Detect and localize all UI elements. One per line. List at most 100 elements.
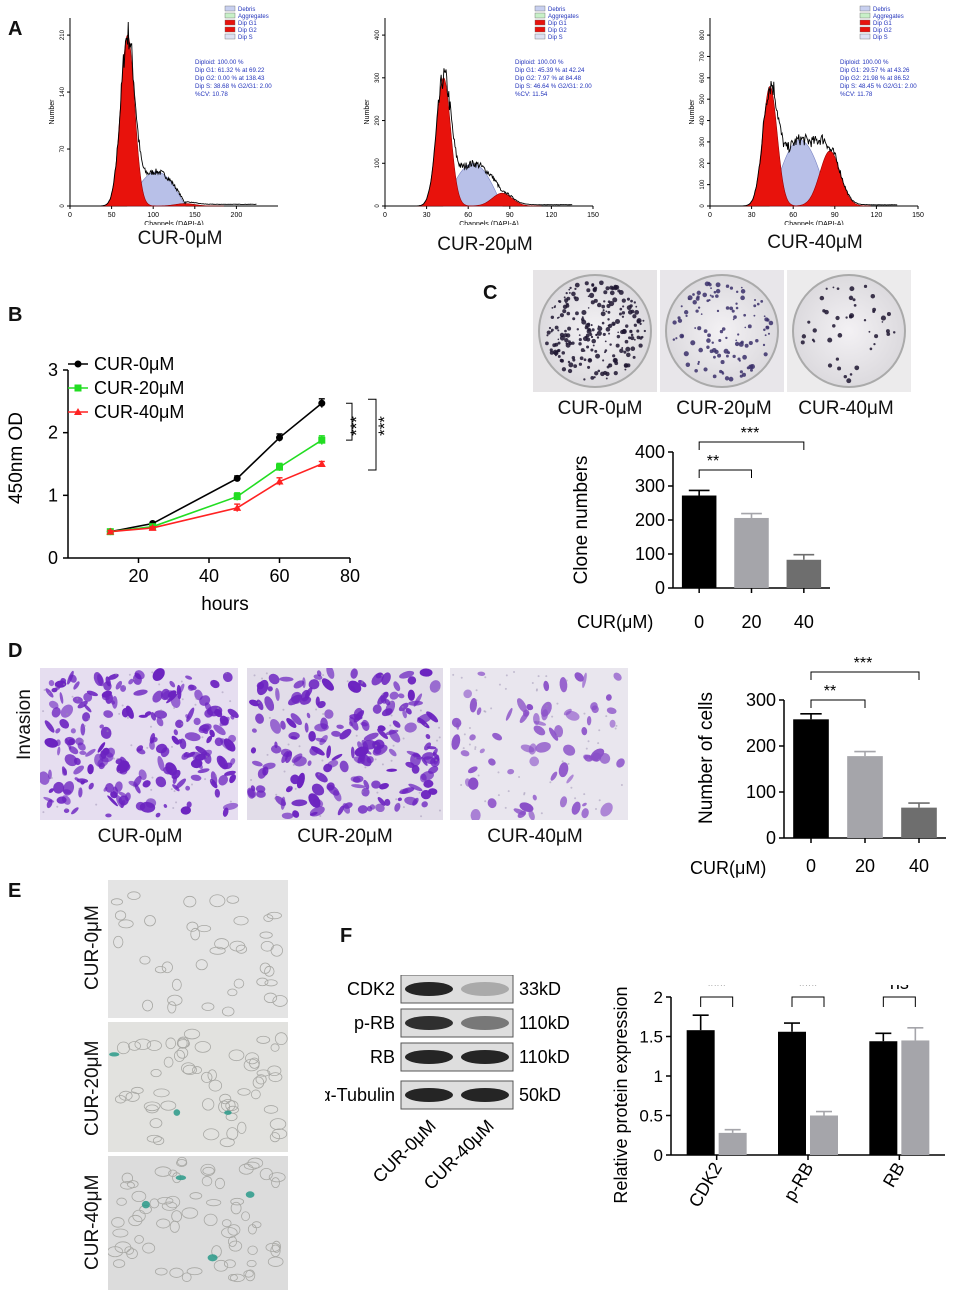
- colony: [603, 290, 608, 295]
- colony: [586, 345, 590, 349]
- cell-outline: [203, 1213, 218, 1227]
- invading-cell: [430, 757, 440, 767]
- c-x-tick-label: 0: [694, 612, 704, 632]
- stained-cell: [173, 1109, 181, 1116]
- invading-cell: [350, 668, 358, 679]
- invading-cell: [428, 788, 438, 795]
- invading-cell: [274, 741, 278, 749]
- colony: [697, 306, 701, 309]
- cell-outline: [146, 1134, 162, 1143]
- colony: [807, 320, 811, 324]
- pore: [545, 705, 548, 708]
- colony: [616, 334, 621, 339]
- invading-cell: [327, 760, 339, 768]
- pore: [396, 802, 399, 805]
- invading-cell: [326, 668, 335, 679]
- pore: [250, 779, 253, 782]
- colony: [592, 344, 595, 347]
- colony: [635, 305, 638, 308]
- invading-cell: [360, 754, 366, 762]
- colony: [732, 354, 736, 359]
- cell-outline: [202, 1166, 215, 1175]
- pore: [570, 786, 573, 789]
- hist-g2-peak: [462, 192, 542, 207]
- colony: [711, 341, 714, 344]
- pore: [195, 697, 198, 700]
- invading-cell: [405, 708, 412, 715]
- pore: [319, 815, 322, 818]
- colony: [702, 292, 708, 298]
- hist-y-tick-label: 100: [700, 179, 706, 190]
- invading-cell: [404, 722, 417, 733]
- cell-outline: [228, 1236, 238, 1247]
- colony: [549, 350, 554, 355]
- pore: [364, 766, 367, 769]
- colony: [630, 330, 633, 332]
- blot-band: [405, 1050, 453, 1064]
- invading-cell: [470, 808, 481, 820]
- invading-cell: [61, 795, 71, 805]
- cell-outline: [125, 1091, 140, 1102]
- c-bar-0: [681, 495, 717, 588]
- colony: [578, 362, 583, 366]
- colony: [546, 330, 551, 335]
- pore: [128, 673, 131, 676]
- colony: [696, 290, 701, 296]
- invading-cell: [363, 732, 379, 741]
- pore: [146, 746, 149, 749]
- colony: [611, 321, 616, 326]
- invading-cell: [57, 746, 61, 756]
- invading-cell: [613, 672, 622, 681]
- invading-cell: [349, 714, 363, 721]
- hist-x-tick-label: 0: [383, 212, 387, 219]
- pore: [133, 785, 136, 788]
- cell-outline: [227, 1224, 241, 1236]
- pore: [567, 762, 570, 765]
- invading-cell: [83, 704, 92, 713]
- pore: [321, 759, 324, 762]
- colony: [725, 336, 728, 340]
- pore: [204, 778, 207, 781]
- invading-cell: [134, 672, 142, 680]
- invading-cell: [269, 718, 282, 734]
- colony: [572, 358, 576, 362]
- invading-cell: [288, 732, 300, 740]
- f-ylabel: Relative protein expression: [611, 986, 631, 1203]
- cell-outline: [237, 1121, 247, 1134]
- cell-outline: [171, 1210, 183, 1223]
- cell-outline: [146, 1040, 162, 1051]
- invading-cell: [202, 727, 209, 735]
- invading-cell: [68, 738, 75, 746]
- cell-outline: [145, 1104, 159, 1114]
- panel-label-c: C: [483, 282, 498, 304]
- cell-outline: [219, 1093, 232, 1105]
- invading-cell: [290, 774, 300, 785]
- pore: [374, 744, 377, 747]
- colony: [568, 288, 571, 291]
- invading-cell: [55, 728, 61, 734]
- plate-40-dish: [792, 274, 906, 388]
- invading-cell: [321, 678, 334, 691]
- caption-a-0: CUR-0μM: [137, 228, 223, 249]
- invading-cell: [371, 672, 384, 686]
- pore: [583, 793, 586, 796]
- colony: [685, 362, 691, 367]
- colony: [548, 326, 552, 330]
- invading-cell: [336, 724, 344, 729]
- blot-band: [461, 1050, 509, 1064]
- colony: [597, 326, 603, 332]
- invading-cell: [432, 748, 438, 756]
- invading-cell: [222, 802, 239, 811]
- hist-x-tick-label: 60: [464, 212, 472, 219]
- cell-outline: [181, 1062, 196, 1075]
- pore: [598, 799, 601, 802]
- pore: [402, 737, 405, 740]
- colony: [621, 311, 626, 315]
- cell-outline: [167, 994, 183, 1006]
- invading-cell: [313, 798, 324, 807]
- c-bracket-1: [698, 469, 752, 478]
- invading-cell: [426, 711, 439, 723]
- pore: [173, 707, 176, 710]
- colony: [605, 286, 610, 291]
- cell-outline: [139, 955, 151, 965]
